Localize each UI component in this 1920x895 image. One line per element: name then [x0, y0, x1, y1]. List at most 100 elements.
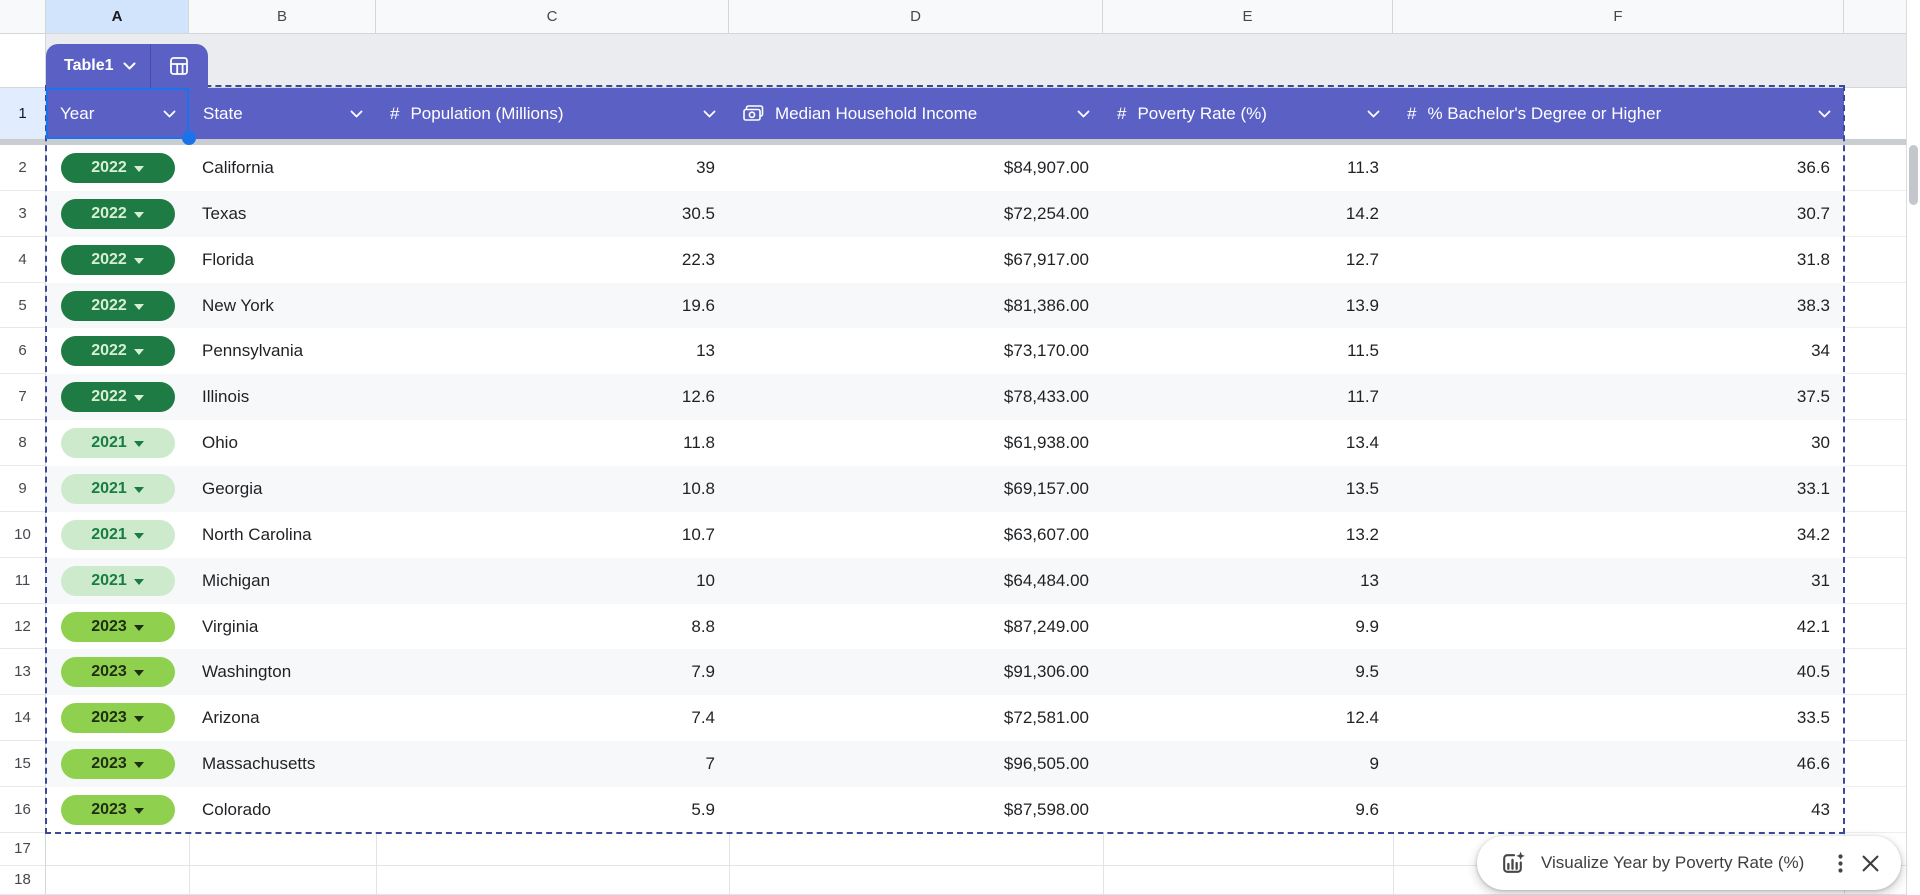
cell-population[interactable]: 11.8	[376, 420, 729, 466]
cell-bachelors[interactable]: 30	[1393, 420, 1844, 466]
column-header-letter[interactable]: B	[189, 0, 376, 33]
cell-state[interactable]: Pennsylvania	[189, 328, 376, 374]
cell-year[interactable]: 2021	[46, 420, 189, 466]
cell-year[interactable]: 2023	[46, 741, 189, 787]
cell-poverty[interactable]: 9	[1103, 741, 1393, 787]
cell-population[interactable]: 13	[376, 328, 729, 374]
year-dropdown-chip[interactable]: 2023	[61, 657, 175, 687]
vertical-scrollbar[interactable]	[1906, 0, 1920, 895]
visualize-suggestion-toast[interactable]: Visualize Year by Poverty Rate (%)	[1477, 836, 1901, 890]
cell-year[interactable]: 2021	[46, 558, 189, 604]
table-header-cell[interactable]: Year	[46, 88, 189, 139]
cell-bachelors[interactable]: 43	[1393, 787, 1844, 833]
table-header-cell[interactable]: # % Bachelor's Degree or Higher	[1393, 88, 1844, 139]
cell-bachelors[interactable]: 33.5	[1393, 695, 1844, 741]
cell-population[interactable]: 5.9	[376, 787, 729, 833]
cell-poverty[interactable]: 11.5	[1103, 328, 1393, 374]
chevron-down-icon[interactable]	[350, 110, 363, 118]
cell-income[interactable]: $73,170.00	[729, 328, 1103, 374]
cell-income[interactable]: $67,917.00	[729, 237, 1103, 283]
cell-population[interactable]: 22.3	[376, 237, 729, 283]
cell-bachelors[interactable]: 42.1	[1393, 604, 1844, 650]
column-header-letter[interactable]: C	[376, 0, 729, 33]
cell-state[interactable]: Michigan	[189, 558, 376, 604]
cell-bachelors[interactable]: 37.5	[1393, 374, 1844, 420]
cell-poverty[interactable]: 12.4	[1103, 695, 1393, 741]
cell-bachelors[interactable]: 31	[1393, 558, 1844, 604]
cell-income[interactable]: $87,249.00	[729, 604, 1103, 650]
cell-population[interactable]: 39	[376, 145, 729, 191]
year-dropdown-chip[interactable]: 2022	[61, 199, 175, 229]
cell-income[interactable]: $78,433.00	[729, 374, 1103, 420]
row-header-number[interactable]: 13	[0, 649, 46, 695]
cell-poverty[interactable]: 13.9	[1103, 283, 1393, 329]
row-header-number[interactable]: 14	[0, 695, 46, 741]
cell-income[interactable]: $64,484.00	[729, 558, 1103, 604]
row-header-number[interactable]: 10	[0, 512, 46, 558]
table-name-button[interactable]: Table1	[46, 44, 150, 88]
cell-income[interactable]: $84,907.00	[729, 145, 1103, 191]
chevron-down-icon[interactable]	[1077, 110, 1090, 118]
year-dropdown-chip[interactable]: 2021	[61, 520, 175, 550]
cell-population[interactable]: 10.8	[376, 466, 729, 512]
scrollbar-thumb[interactable]	[1909, 145, 1918, 205]
cell-income[interactable]: $96,505.00	[729, 741, 1103, 787]
column-header-letter[interactable]: E	[1103, 0, 1393, 33]
cell-population[interactable]: 7.4	[376, 695, 729, 741]
row-header-number[interactable]: 5	[0, 283, 46, 329]
year-dropdown-chip[interactable]: 2023	[61, 749, 175, 779]
more-options-button[interactable]	[1836, 852, 1845, 875]
cell-bachelors[interactable]: 38.3	[1393, 283, 1844, 329]
row-header-number[interactable]: 12	[0, 604, 46, 650]
cell-poverty[interactable]: 13.4	[1103, 420, 1393, 466]
cell-state[interactable]: California	[189, 145, 376, 191]
cell-state[interactable]: New York	[189, 283, 376, 329]
cell-bachelors[interactable]: 31.8	[1393, 237, 1844, 283]
year-dropdown-chip[interactable]: 2022	[61, 382, 175, 412]
year-dropdown-chip[interactable]: 2021	[61, 566, 175, 596]
year-dropdown-chip[interactable]: 2022	[61, 291, 175, 321]
cell-bachelors[interactable]: 34	[1393, 328, 1844, 374]
cell-income[interactable]: $87,598.00	[729, 787, 1103, 833]
year-dropdown-chip[interactable]: 2021	[61, 474, 175, 504]
cell-poverty[interactable]: 11.3	[1103, 145, 1393, 191]
table-menu-button[interactable]	[150, 44, 208, 88]
cell-year[interactable]: 2023	[46, 695, 189, 741]
cell-year[interactable]: 2022	[46, 145, 189, 191]
cell-poverty[interactable]: 13.2	[1103, 512, 1393, 558]
row-header-number[interactable]: 15	[0, 741, 46, 787]
cell-population[interactable]: 7	[376, 741, 729, 787]
cell-state[interactable]: Georgia	[189, 466, 376, 512]
cell-bachelors[interactable]: 40.5	[1393, 649, 1844, 695]
column-header-letter[interactable]	[1844, 0, 1906, 33]
cell-bachelors[interactable]: 36.6	[1393, 145, 1844, 191]
cell-population[interactable]: 19.6	[376, 283, 729, 329]
cell-state[interactable]: North Carolina	[189, 512, 376, 558]
cell-bachelors[interactable]: 34.2	[1393, 512, 1844, 558]
cell-state[interactable]: Arizona	[189, 695, 376, 741]
cell-state[interactable]: Illinois	[189, 374, 376, 420]
cell-population[interactable]: 10	[376, 558, 729, 604]
cell-year[interactable]: 2021	[46, 466, 189, 512]
cell-income[interactable]: $72,254.00	[729, 191, 1103, 237]
table-header-cell[interactable]: # Population (Millions)	[376, 88, 729, 139]
row-header-number[interactable]: 1	[0, 88, 46, 139]
row-header-number[interactable]: 3	[0, 191, 46, 237]
row-header-number[interactable]: 17	[0, 833, 46, 866]
cell-state[interactable]: Virginia	[189, 604, 376, 650]
cell-population[interactable]: 10.7	[376, 512, 729, 558]
cell-year[interactable]: 2023	[46, 787, 189, 833]
year-dropdown-chip[interactable]: 2022	[61, 245, 175, 275]
chevron-down-icon[interactable]	[163, 110, 176, 118]
cell-population[interactable]: 30.5	[376, 191, 729, 237]
cell-poverty[interactable]: 13.5	[1103, 466, 1393, 512]
cell-population[interactable]: 7.9	[376, 649, 729, 695]
row-header-number[interactable]: 4	[0, 237, 46, 283]
cell-year[interactable]: 2022	[46, 374, 189, 420]
cell-poverty[interactable]: 14.2	[1103, 191, 1393, 237]
row-header-number[interactable]: 6	[0, 328, 46, 374]
row-header-number[interactable]: 8	[0, 420, 46, 466]
row-header-number[interactable]	[0, 34, 46, 88]
cell-year[interactable]: 2023	[46, 604, 189, 650]
row-header-number[interactable]: 16	[0, 787, 46, 833]
